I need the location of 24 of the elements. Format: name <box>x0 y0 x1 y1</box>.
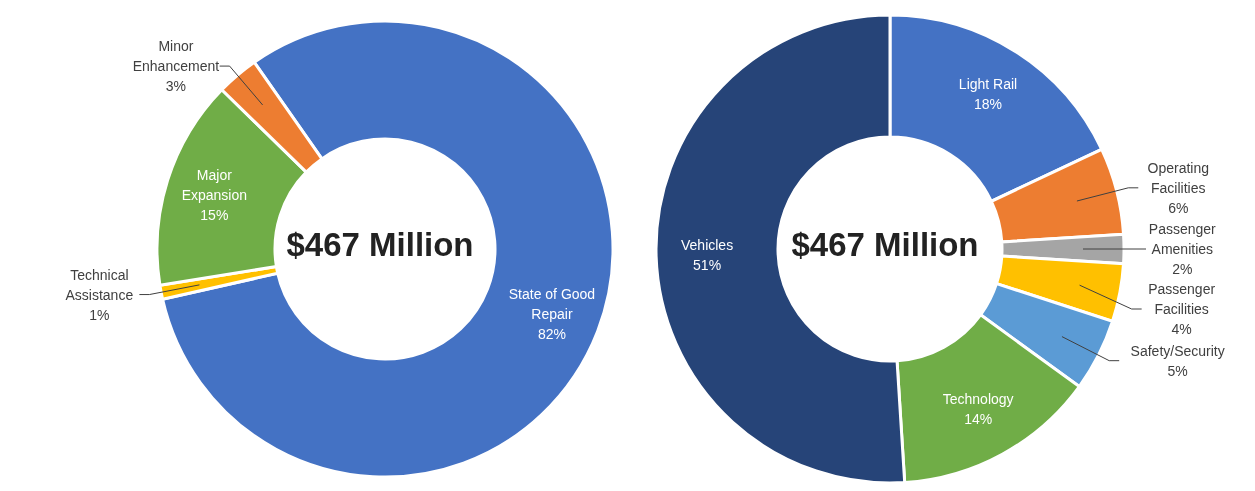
slice-label: Major Expansion <box>181 166 248 203</box>
text: $467 Million <box>791 225 979 263</box>
data-label: 2% <box>1172 261 1193 277</box>
slice-label: State of Good Repair <box>508 285 596 322</box>
text: $467 Million <box>286 225 474 263</box>
data-label: 82% <box>537 325 566 342</box>
data-label: 15% <box>200 206 229 223</box>
data-label: 14% <box>964 411 993 428</box>
slice-label: Light Rail <box>958 76 1018 93</box>
slice-label: Passenger Facilities <box>1148 281 1216 317</box>
data-label: 3% <box>165 78 187 95</box>
data-label: 4% <box>1171 321 1192 337</box>
slice-label: Safety/Security <box>1130 342 1225 359</box>
data-label: 1% <box>89 306 110 323</box>
slice-label: Technology <box>942 391 1014 408</box>
slice-label: Operating Facilities <box>1147 159 1210 196</box>
data-label: 5% <box>1167 362 1188 379</box>
slice-label: Minor Enhancement <box>132 38 220 75</box>
slice-label: Vehicles <box>681 236 734 253</box>
slice-label: Passenger Amenities <box>1148 221 1217 257</box>
slice-label: Technical Assistance <box>65 266 134 303</box>
data-label: 51% <box>693 256 722 273</box>
data-label: 6% <box>1168 199 1189 216</box>
data-label: 18% <box>974 96 1003 113</box>
